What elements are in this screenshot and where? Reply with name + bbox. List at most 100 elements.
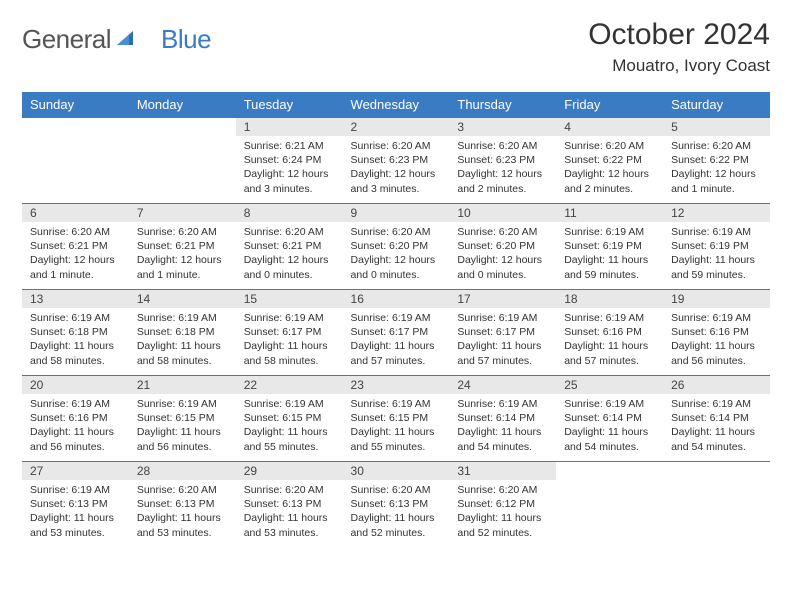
- day-content: Sunrise: 6:19 AMSunset: 6:17 PMDaylight:…: [236, 308, 343, 371]
- day-sunrise: Sunrise: 6:19 AM: [30, 397, 121, 411]
- calendar-cell: 1Sunrise: 6:21 AMSunset: 6:24 PMDaylight…: [236, 117, 343, 203]
- location: Mouatro, Ivory Coast: [588, 56, 770, 76]
- day-sunrise: Sunrise: 6:19 AM: [137, 397, 228, 411]
- day-number: 14: [129, 289, 236, 308]
- day-day2: and 57 minutes.: [457, 354, 548, 368]
- day-day1: Daylight: 12 hours: [671, 167, 762, 181]
- day-day1: Daylight: 11 hours: [244, 511, 335, 525]
- day-content: Sunrise: 6:19 AMSunset: 6:14 PMDaylight:…: [556, 394, 663, 457]
- day-number: 19: [663, 289, 770, 308]
- day-day1: Daylight: 12 hours: [244, 167, 335, 181]
- day-content: Sunrise: 6:19 AMSunset: 6:14 PMDaylight:…: [449, 394, 556, 457]
- day-sunrise: Sunrise: 6:19 AM: [457, 397, 548, 411]
- day-day2: and 1 minute.: [137, 268, 228, 282]
- weekday-header: Wednesday: [343, 92, 450, 117]
- day-day2: and 3 minutes.: [351, 182, 442, 196]
- day-day2: and 55 minutes.: [244, 440, 335, 454]
- day-content: Sunrise: 6:19 AMSunset: 6:14 PMDaylight:…: [663, 394, 770, 457]
- logo-word2: Blue: [161, 24, 211, 55]
- day-day1: Daylight: 11 hours: [244, 339, 335, 353]
- weekday-header-row: SundayMondayTuesdayWednesdayThursdayFrid…: [22, 92, 770, 117]
- day-number: 20: [22, 375, 129, 394]
- day-sunset: Sunset: 6:21 PM: [244, 239, 335, 253]
- calendar-cell: 17Sunrise: 6:19 AMSunset: 6:17 PMDayligh…: [449, 289, 556, 375]
- day-sunrise: Sunrise: 6:20 AM: [564, 139, 655, 153]
- calendar-cell: 21Sunrise: 6:19 AMSunset: 6:15 PMDayligh…: [129, 375, 236, 461]
- calendar-cell: [556, 461, 663, 547]
- day-day1: Daylight: 11 hours: [564, 339, 655, 353]
- day-day2: and 0 minutes.: [457, 268, 548, 282]
- calendar-cell: 24Sunrise: 6:19 AMSunset: 6:14 PMDayligh…: [449, 375, 556, 461]
- calendar-cell: 7Sunrise: 6:20 AMSunset: 6:21 PMDaylight…: [129, 203, 236, 289]
- day-sunset: Sunset: 6:17 PM: [244, 325, 335, 339]
- logo: General Blue: [22, 18, 211, 55]
- day-sunrise: Sunrise: 6:19 AM: [30, 483, 121, 497]
- calendar-cell: 31Sunrise: 6:20 AMSunset: 6:12 PMDayligh…: [449, 461, 556, 547]
- calendar-cell: 29Sunrise: 6:20 AMSunset: 6:13 PMDayligh…: [236, 461, 343, 547]
- calendar-cell: 27Sunrise: 6:19 AMSunset: 6:13 PMDayligh…: [22, 461, 129, 547]
- day-content: Sunrise: 6:20 AMSunset: 6:22 PMDaylight:…: [663, 136, 770, 199]
- day-day2: and 56 minutes.: [671, 354, 762, 368]
- day-content: Sunrise: 6:20 AMSunset: 6:21 PMDaylight:…: [129, 222, 236, 285]
- day-sunset: Sunset: 6:20 PM: [351, 239, 442, 253]
- calendar-week-row: 27Sunrise: 6:19 AMSunset: 6:13 PMDayligh…: [22, 461, 770, 547]
- day-sunrise: Sunrise: 6:19 AM: [137, 311, 228, 325]
- calendar-cell: 2Sunrise: 6:20 AMSunset: 6:23 PMDaylight…: [343, 117, 450, 203]
- day-sunrise: Sunrise: 6:19 AM: [671, 225, 762, 239]
- calendar-table: SundayMondayTuesdayWednesdayThursdayFrid…: [22, 92, 770, 547]
- day-content: Sunrise: 6:19 AMSunset: 6:15 PMDaylight:…: [236, 394, 343, 457]
- day-day1: Daylight: 11 hours: [457, 339, 548, 353]
- day-number: 16: [343, 289, 450, 308]
- day-sunset: Sunset: 6:16 PM: [671, 325, 762, 339]
- logo-sail-icon: [115, 27, 137, 52]
- day-day2: and 56 minutes.: [137, 440, 228, 454]
- day-number: 12: [663, 203, 770, 222]
- calendar-cell: 20Sunrise: 6:19 AMSunset: 6:16 PMDayligh…: [22, 375, 129, 461]
- day-number: 5: [663, 117, 770, 136]
- day-day2: and 2 minutes.: [457, 182, 548, 196]
- day-sunrise: Sunrise: 6:19 AM: [457, 311, 548, 325]
- day-day1: Daylight: 11 hours: [30, 511, 121, 525]
- day-day1: Daylight: 11 hours: [564, 253, 655, 267]
- calendar-cell: 16Sunrise: 6:19 AMSunset: 6:17 PMDayligh…: [343, 289, 450, 375]
- day-day1: Daylight: 12 hours: [564, 167, 655, 181]
- day-day1: Daylight: 12 hours: [457, 253, 548, 267]
- day-day1: Daylight: 12 hours: [351, 253, 442, 267]
- day-day2: and 54 minutes.: [457, 440, 548, 454]
- day-sunrise: Sunrise: 6:20 AM: [244, 225, 335, 239]
- day-number: 7: [129, 203, 236, 222]
- day-day2: and 57 minutes.: [351, 354, 442, 368]
- calendar-cell: [129, 117, 236, 203]
- day-day2: and 57 minutes.: [564, 354, 655, 368]
- calendar-cell: 23Sunrise: 6:19 AMSunset: 6:15 PMDayligh…: [343, 375, 450, 461]
- day-sunrise: Sunrise: 6:20 AM: [457, 225, 548, 239]
- day-day1: Daylight: 11 hours: [671, 425, 762, 439]
- day-content: Sunrise: 6:19 AMSunset: 6:18 PMDaylight:…: [129, 308, 236, 371]
- calendar-week-row: 20Sunrise: 6:19 AMSunset: 6:16 PMDayligh…: [22, 375, 770, 461]
- day-content: Sunrise: 6:20 AMSunset: 6:13 PMDaylight:…: [343, 480, 450, 543]
- day-content: Sunrise: 6:21 AMSunset: 6:24 PMDaylight:…: [236, 136, 343, 199]
- calendar-cell: 4Sunrise: 6:20 AMSunset: 6:22 PMDaylight…: [556, 117, 663, 203]
- day-content: Sunrise: 6:19 AMSunset: 6:19 PMDaylight:…: [556, 222, 663, 285]
- day-day1: Daylight: 11 hours: [671, 253, 762, 267]
- day-day1: Daylight: 11 hours: [351, 511, 442, 525]
- day-sunset: Sunset: 6:21 PM: [30, 239, 121, 253]
- day-content: Sunrise: 6:20 AMSunset: 6:13 PMDaylight:…: [129, 480, 236, 543]
- day-sunrise: Sunrise: 6:19 AM: [244, 397, 335, 411]
- calendar-week-row: 1Sunrise: 6:21 AMSunset: 6:24 PMDaylight…: [22, 117, 770, 203]
- day-number: 26: [663, 375, 770, 394]
- weekday-header: Sunday: [22, 92, 129, 117]
- day-number: 18: [556, 289, 663, 308]
- day-day2: and 1 minute.: [30, 268, 121, 282]
- day-day1: Daylight: 11 hours: [137, 511, 228, 525]
- weekday-header: Tuesday: [236, 92, 343, 117]
- month-title: October 2024: [588, 18, 770, 52]
- day-sunrise: Sunrise: 6:20 AM: [457, 139, 548, 153]
- day-sunset: Sunset: 6:17 PM: [351, 325, 442, 339]
- day-day1: Daylight: 12 hours: [137, 253, 228, 267]
- day-sunset: Sunset: 6:16 PM: [564, 325, 655, 339]
- day-number: 25: [556, 375, 663, 394]
- day-sunset: Sunset: 6:13 PM: [30, 497, 121, 511]
- day-sunrise: Sunrise: 6:21 AM: [244, 139, 335, 153]
- day-sunset: Sunset: 6:15 PM: [137, 411, 228, 425]
